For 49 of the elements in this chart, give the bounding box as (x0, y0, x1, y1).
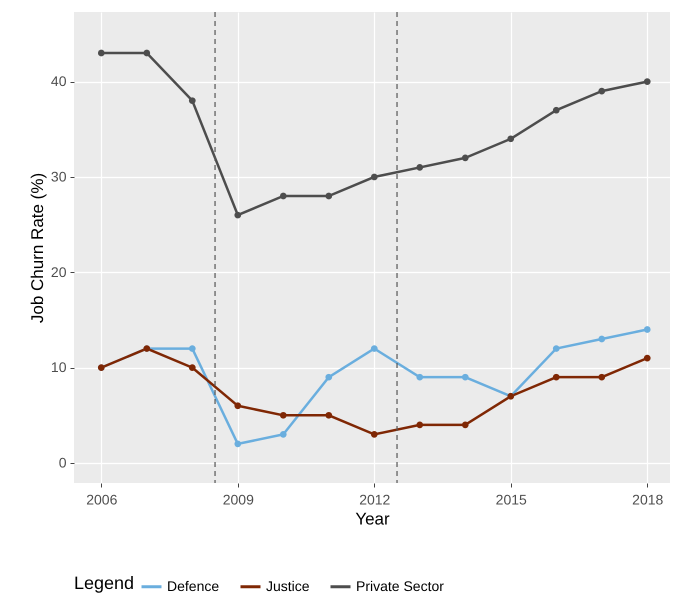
y-tick-label: 20 (50, 264, 67, 280)
point (325, 192, 332, 200)
point (370, 345, 378, 352)
point (280, 431, 287, 438)
legend-title: Legend (74, 573, 134, 593)
point (552, 374, 560, 381)
legend-label: Justice (266, 578, 310, 594)
point (416, 421, 424, 428)
y-tick-label: 40 (50, 73, 67, 90)
point (552, 106, 560, 114)
x-tick-label: 2009 (222, 492, 254, 508)
point (552, 345, 560, 352)
point (598, 88, 606, 94)
point (280, 192, 287, 200)
point (644, 354, 651, 362)
point (644, 78, 651, 85)
point (370, 431, 378, 438)
point (280, 412, 287, 419)
point (234, 402, 242, 410)
y-tick-label: 10 (50, 359, 67, 376)
point (644, 326, 651, 333)
x-tick-label: 2012 (359, 492, 391, 508)
point (188, 345, 196, 352)
point (462, 374, 469, 381)
point (370, 174, 378, 180)
point (234, 440, 242, 448)
point (234, 212, 242, 218)
point (188, 364, 196, 371)
point (598, 336, 606, 342)
point (416, 164, 424, 171)
legend-label: Defence (167, 578, 220, 594)
point (416, 374, 424, 381)
point (462, 154, 469, 162)
point (507, 135, 514, 142)
point (598, 374, 606, 381)
point (98, 50, 105, 56)
x-tick-label: 2006 (86, 492, 118, 508)
y-tick-label: 30 (50, 168, 67, 184)
point (325, 412, 332, 419)
point (143, 50, 150, 56)
point (188, 97, 196, 104)
x-axis-title: Year (355, 510, 390, 528)
legend-label: Private Sector (356, 578, 444, 594)
x-tick-label: 2018 (632, 492, 664, 508)
point (462, 421, 469, 428)
y-tick-label: 0 (58, 454, 67, 470)
x-tick-label: 2015 (496, 492, 528, 508)
point (325, 374, 332, 381)
y-axis-title: Job Churn Rate (%) (28, 172, 47, 324)
